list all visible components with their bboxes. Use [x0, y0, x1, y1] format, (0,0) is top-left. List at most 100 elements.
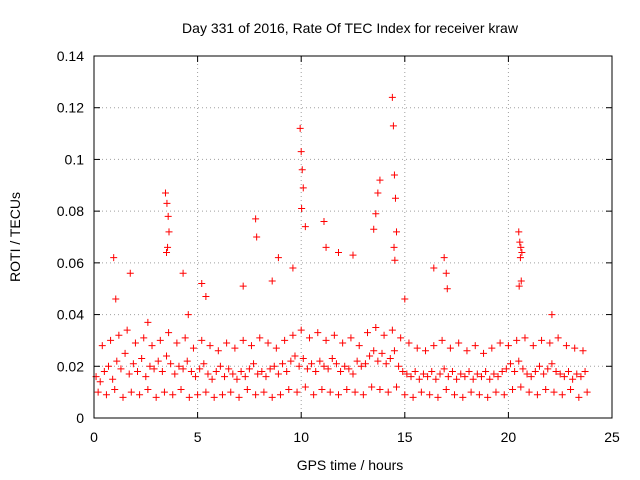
data-point	[515, 282, 523, 290]
data-point	[274, 370, 282, 378]
data-point	[504, 342, 512, 350]
data-point	[339, 339, 347, 347]
data-point	[310, 391, 318, 399]
data-point	[252, 391, 260, 399]
data-point	[347, 334, 355, 342]
data-point	[322, 336, 330, 344]
data-point	[465, 367, 473, 375]
data-point	[245, 365, 253, 373]
data-point	[516, 238, 524, 246]
data-point	[254, 370, 262, 378]
data-point	[227, 388, 235, 396]
data-point	[562, 342, 570, 350]
data-point	[376, 386, 384, 394]
data-point	[200, 360, 208, 368]
y-tick-labels: 0 0.02 0.04 0.06 0.08 0.1 0.12 0.14	[57, 48, 84, 426]
data-point	[163, 352, 171, 360]
data-point	[345, 365, 353, 373]
data-point	[156, 336, 164, 344]
data-point	[569, 375, 577, 383]
data-point	[457, 370, 465, 378]
data-point	[432, 375, 440, 383]
data-point	[326, 388, 334, 396]
data-point	[231, 344, 239, 352]
data-point	[511, 367, 519, 375]
data-point	[390, 243, 398, 251]
data-point	[167, 360, 175, 368]
data-point	[419, 370, 427, 378]
data-point	[158, 367, 166, 375]
data-point	[552, 367, 560, 375]
data-point	[374, 189, 382, 197]
data-point	[554, 334, 562, 342]
data-point	[164, 212, 172, 220]
data-point	[571, 344, 579, 352]
data-point	[349, 251, 357, 259]
data-point	[517, 383, 525, 391]
data-point	[164, 243, 172, 251]
data-point	[131, 339, 139, 347]
x-tick-label: 5	[194, 429, 202, 445]
data-point	[395, 362, 403, 370]
data-point	[291, 352, 299, 360]
data-point	[206, 342, 214, 350]
data-point	[430, 342, 438, 350]
grid-lines	[94, 56, 612, 418]
data-point	[486, 375, 494, 383]
data-point	[253, 233, 261, 241]
data-point	[98, 342, 106, 350]
data-point	[334, 249, 342, 257]
data-point	[575, 393, 583, 401]
data-point	[490, 370, 498, 378]
data-point	[359, 391, 367, 399]
data-point	[279, 360, 287, 368]
data-point	[440, 254, 448, 262]
x-tick-labels: 0 5 10 15 20 25	[90, 429, 620, 445]
data-point	[480, 349, 488, 357]
data-point	[328, 355, 336, 363]
data-point	[391, 194, 399, 202]
data-point	[301, 383, 309, 391]
chart-title: Day 331 of 2016, Rate Of TEC Index for r…	[182, 20, 519, 36]
data-point	[332, 360, 340, 368]
data-point	[391, 256, 399, 264]
data-point	[210, 393, 218, 401]
y-tick-label: 0.04	[57, 307, 84, 323]
data-point	[469, 375, 477, 383]
data-point	[140, 334, 148, 342]
data-point	[285, 386, 293, 394]
data-point	[165, 228, 173, 236]
data-point	[384, 388, 392, 396]
data-point	[303, 365, 311, 373]
data-point	[531, 367, 539, 375]
data-point	[492, 388, 500, 396]
data-point	[272, 344, 280, 352]
data-point	[192, 373, 200, 381]
data-point	[442, 269, 450, 277]
data-point	[579, 347, 587, 355]
data-point	[540, 370, 548, 378]
data-point	[519, 365, 527, 373]
y-axis-label: ROTI / TECUs	[7, 192, 23, 282]
data-point	[442, 386, 450, 394]
data-point	[96, 378, 104, 386]
data-point	[289, 264, 297, 272]
data-point	[189, 344, 197, 352]
data-point	[382, 360, 390, 368]
data-point	[144, 318, 152, 326]
data-point	[397, 334, 405, 342]
data-point	[357, 362, 365, 370]
data-point	[318, 386, 326, 394]
data-point	[225, 365, 233, 373]
data-point	[538, 336, 546, 344]
data-point	[150, 365, 158, 373]
data-point	[430, 264, 438, 272]
data-point	[125, 370, 133, 378]
data-point	[471, 342, 479, 350]
y-tick-label: 0.02	[57, 358, 84, 374]
data-point	[235, 393, 243, 401]
data-point	[355, 342, 363, 350]
data-point	[378, 349, 386, 357]
data-point	[444, 373, 452, 381]
x-tick-label: 20	[501, 429, 517, 445]
